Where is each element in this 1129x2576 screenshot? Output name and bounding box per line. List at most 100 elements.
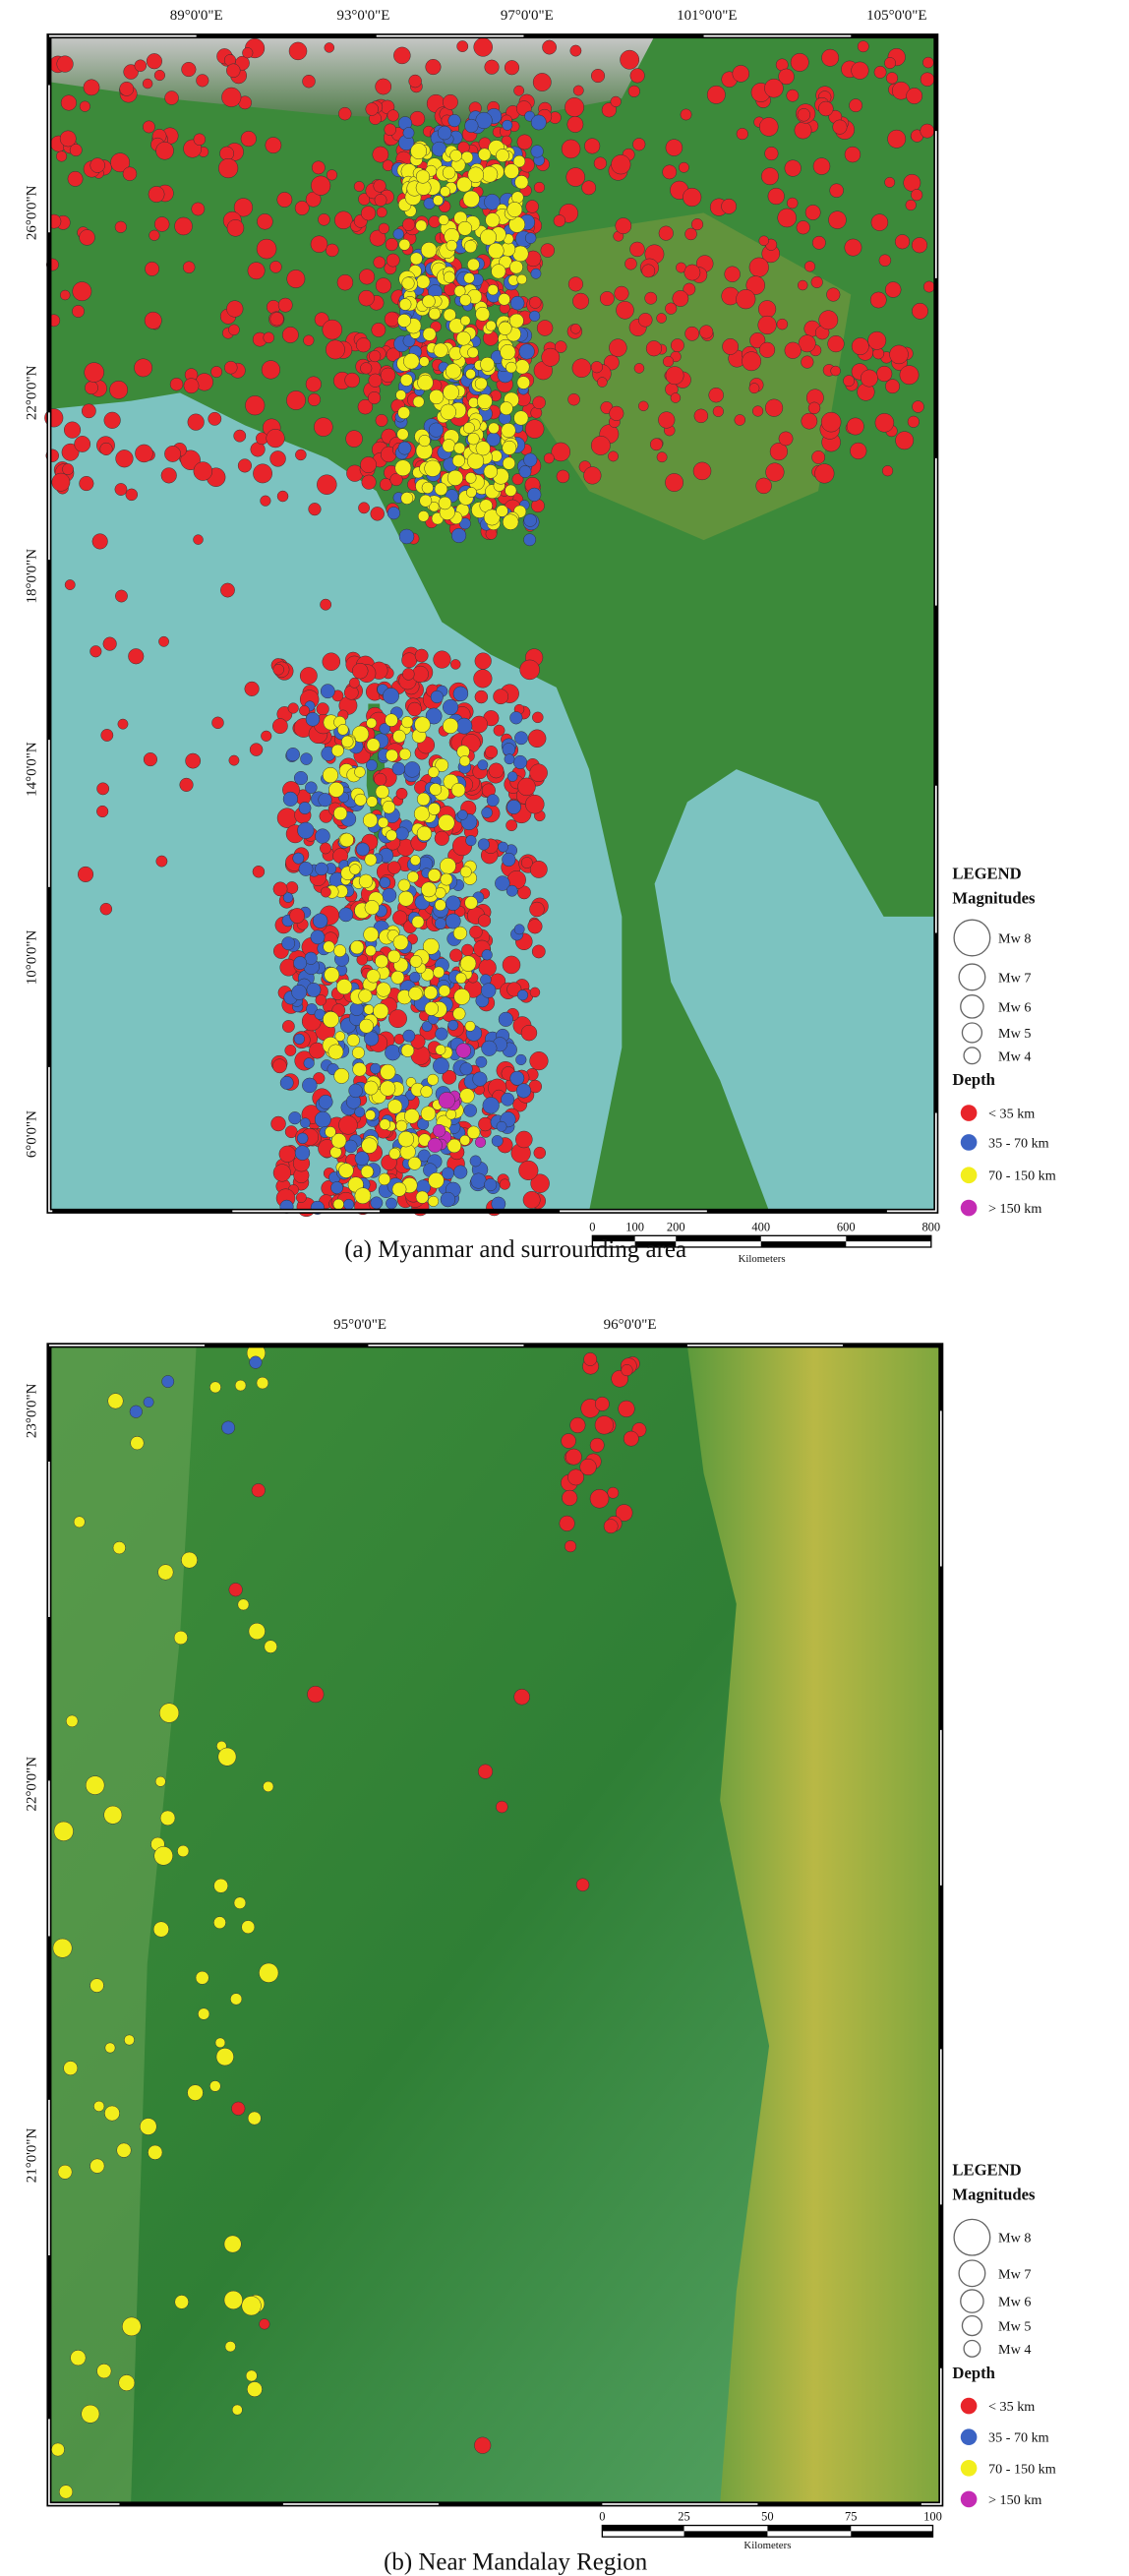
earthquake xyxy=(442,165,456,180)
earthquake xyxy=(876,365,893,383)
earthquake xyxy=(116,2142,132,2158)
scale-bar-segment xyxy=(634,1241,677,1247)
earthquake xyxy=(261,360,280,380)
earthquake xyxy=(397,441,412,455)
earthquake xyxy=(332,1198,344,1210)
earthquake xyxy=(302,74,316,89)
earthquake xyxy=(564,97,584,117)
earthquake xyxy=(803,261,816,272)
earthquake xyxy=(223,2235,242,2253)
earthquake xyxy=(298,862,314,876)
earthquake xyxy=(327,1044,344,1060)
earthquake xyxy=(334,210,353,230)
earthquake xyxy=(233,198,254,217)
earthquake xyxy=(318,213,330,226)
earthquake xyxy=(375,78,392,95)
earthquake xyxy=(337,724,349,736)
earthquake xyxy=(196,74,209,88)
earthquake xyxy=(293,956,308,971)
earthquake xyxy=(354,766,366,778)
earthquake xyxy=(368,373,383,388)
earthquake xyxy=(553,214,566,227)
earthquake xyxy=(373,256,386,269)
earthquake xyxy=(427,1137,443,1153)
earthquake xyxy=(505,819,518,832)
earthquake xyxy=(502,119,513,131)
earthquake xyxy=(447,114,461,128)
earthquake xyxy=(589,1488,610,1509)
earthquake xyxy=(569,44,582,57)
legend-subtitle: Magnitudes xyxy=(952,2185,1036,2203)
earthquake xyxy=(226,300,244,318)
earthquake xyxy=(478,1116,493,1132)
earthquake xyxy=(665,366,684,386)
earthquake xyxy=(374,194,387,207)
earthquake xyxy=(516,989,529,1001)
earthquake xyxy=(462,422,475,434)
earthquake xyxy=(210,366,223,378)
legend-label: Mw 8 xyxy=(998,930,1031,946)
earthquake xyxy=(362,812,379,828)
earthquake xyxy=(296,1132,309,1145)
earthquake xyxy=(380,1063,396,1080)
earthquake xyxy=(481,949,493,961)
earthquake xyxy=(567,276,583,292)
earthquake xyxy=(464,896,478,910)
earthquake xyxy=(518,465,532,478)
earthquake xyxy=(385,1044,401,1061)
earthquake xyxy=(633,363,645,374)
earthquake xyxy=(903,173,921,192)
earthquake xyxy=(322,319,343,340)
earthquake xyxy=(100,729,114,742)
earthquake xyxy=(593,156,607,170)
legend-label: 70 - 150 km xyxy=(988,2461,1056,2477)
earthquake xyxy=(51,472,71,492)
earthquake xyxy=(354,1107,366,1118)
earthquake xyxy=(385,713,398,727)
earthquake xyxy=(498,293,510,306)
earthquake xyxy=(456,176,472,193)
scale-bar-segment xyxy=(846,1235,931,1242)
earthquake xyxy=(435,758,449,772)
earthquake xyxy=(463,1104,477,1117)
earthquake xyxy=(442,1069,457,1085)
earthquake xyxy=(299,705,310,716)
earthquake xyxy=(389,472,403,487)
earthquake xyxy=(79,229,95,246)
earthquake xyxy=(369,350,382,363)
earthquake xyxy=(187,2084,204,2101)
earthquake xyxy=(153,69,165,82)
earthquake xyxy=(103,411,121,429)
earthquake xyxy=(427,1073,440,1086)
earthquake xyxy=(433,195,444,207)
earthquake xyxy=(828,210,847,229)
earthquake xyxy=(820,411,842,433)
earthquake xyxy=(177,1844,190,1858)
scale-bar-segment xyxy=(602,2525,684,2532)
earthquake xyxy=(446,1108,457,1120)
earthquake xyxy=(459,315,471,327)
earthquake xyxy=(265,137,282,153)
earthquake xyxy=(644,291,658,305)
earthquake xyxy=(103,1805,123,1825)
earthquake xyxy=(722,338,740,355)
earthquake xyxy=(790,52,809,72)
earthquake xyxy=(884,176,896,188)
earthquake xyxy=(365,759,378,771)
earthquake xyxy=(450,782,466,798)
earthquake xyxy=(330,1133,347,1149)
earthquake xyxy=(493,689,509,705)
earthquake xyxy=(302,1077,318,1094)
earthquake xyxy=(311,160,326,175)
earthquake xyxy=(303,1057,315,1069)
earthquake xyxy=(428,803,441,815)
earthquake xyxy=(53,1821,74,1841)
earthquake xyxy=(142,78,153,90)
earthquake xyxy=(418,435,431,448)
earthquake xyxy=(360,206,377,221)
earthquake xyxy=(487,284,499,296)
earthquake xyxy=(326,339,345,360)
earthquake xyxy=(282,892,294,903)
earthquake xyxy=(414,716,431,733)
earthquake xyxy=(464,472,477,484)
